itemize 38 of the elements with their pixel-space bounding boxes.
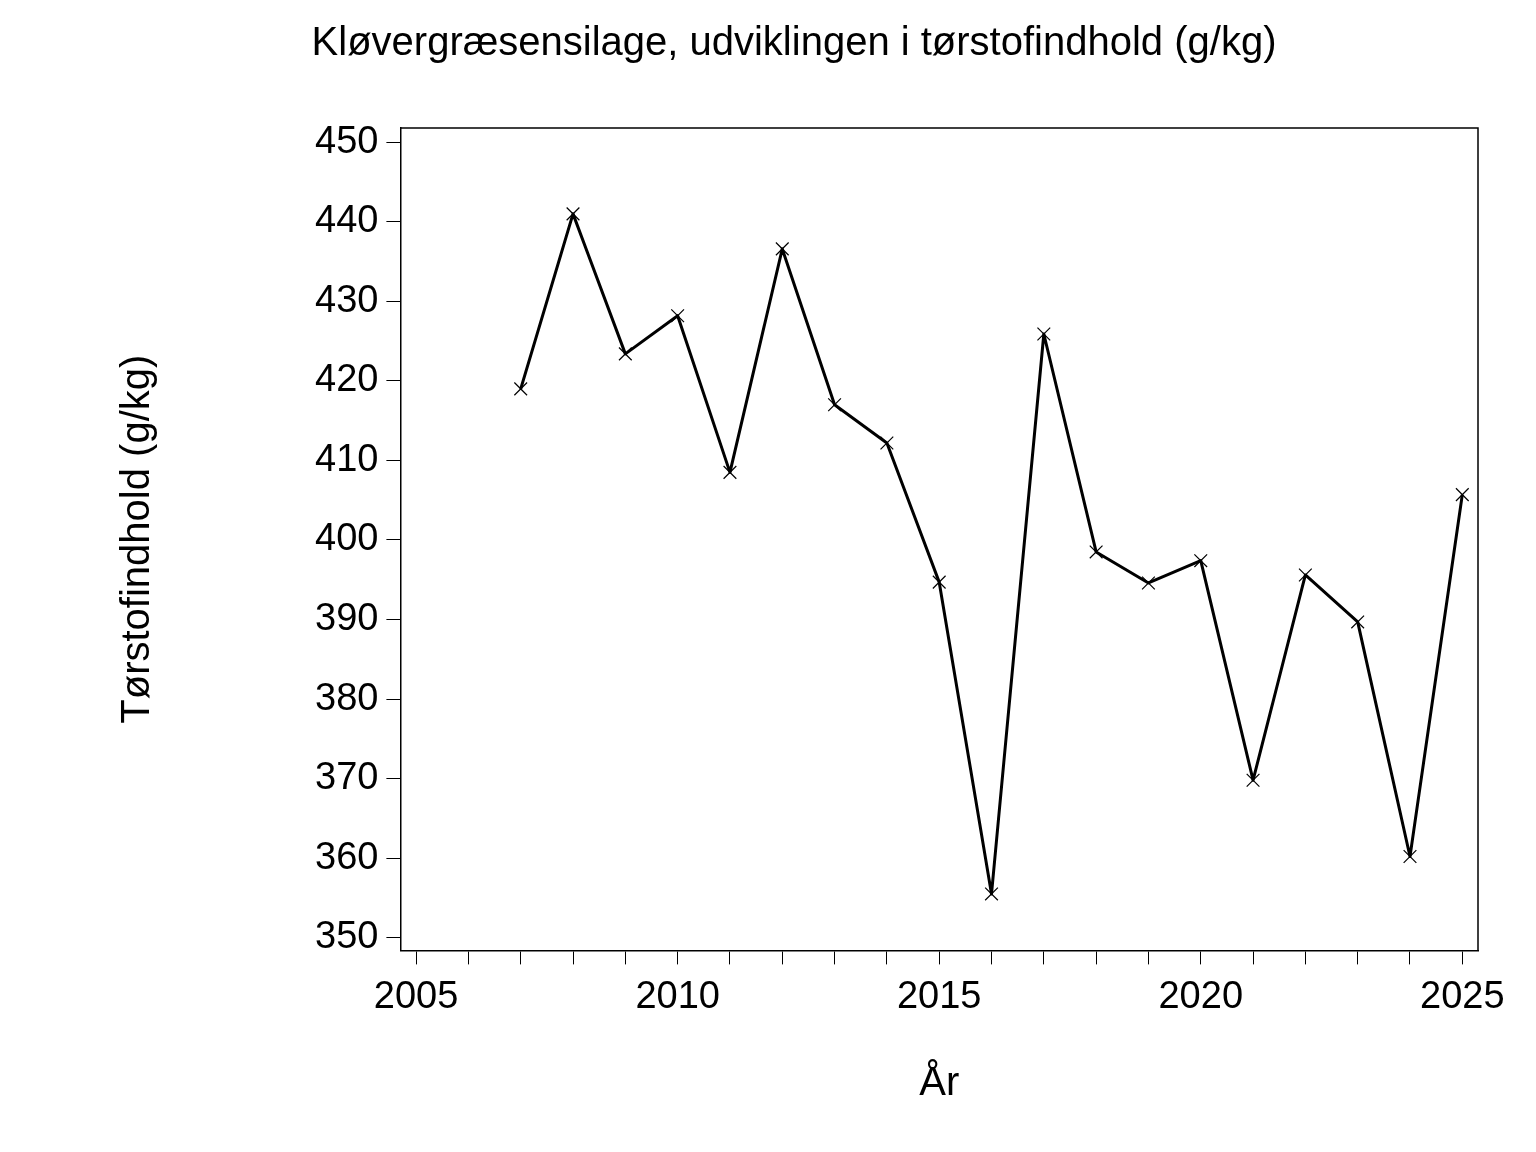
point [775,241,790,256]
y-tick-label: 410 [315,436,379,479]
point [1246,773,1261,788]
x-tick-label: 2005 [373,973,459,1016]
x-tick-label: 2010 [635,973,720,1016]
x-axis-title: År [919,1059,960,1104]
point [566,206,580,221]
y-tick-label: 450 [315,118,379,161]
x-tick-label: 2025 [1420,973,1505,1016]
y-tick-label: 430 [315,277,379,320]
point [984,886,999,901]
point [827,397,842,412]
point [1298,568,1313,582]
x-tick-label: 2015 [896,973,982,1016]
y-tick-label: 440 [315,198,379,241]
y-tick-label: 370 [315,755,379,798]
point [670,308,685,323]
chart-title: Kløvergræsensilage, udviklingen i tørstofindhold (g/kg) [311,19,1277,64]
point [722,465,737,480]
point [1455,487,1470,502]
y-axis-title: Tørstofindhold (g/kg) [113,354,158,724]
y-tick-label: 350 [315,914,379,957]
point [1089,544,1104,559]
y-tick-label: 380 [315,675,379,718]
point [932,575,947,590]
y-tick-label: 420 [315,357,379,400]
y-tick-label: 400 [315,516,379,559]
point [1350,614,1365,629]
point [513,381,528,396]
y-tick-label: 360 [315,834,379,877]
point [1403,849,1417,864]
point [1141,575,1156,590]
point [1036,327,1051,341]
point [879,436,894,450]
x-tick-label: 2020 [1158,973,1244,1016]
point [1193,553,1208,568]
point [618,346,633,361]
y-tick-label: 390 [315,596,379,639]
